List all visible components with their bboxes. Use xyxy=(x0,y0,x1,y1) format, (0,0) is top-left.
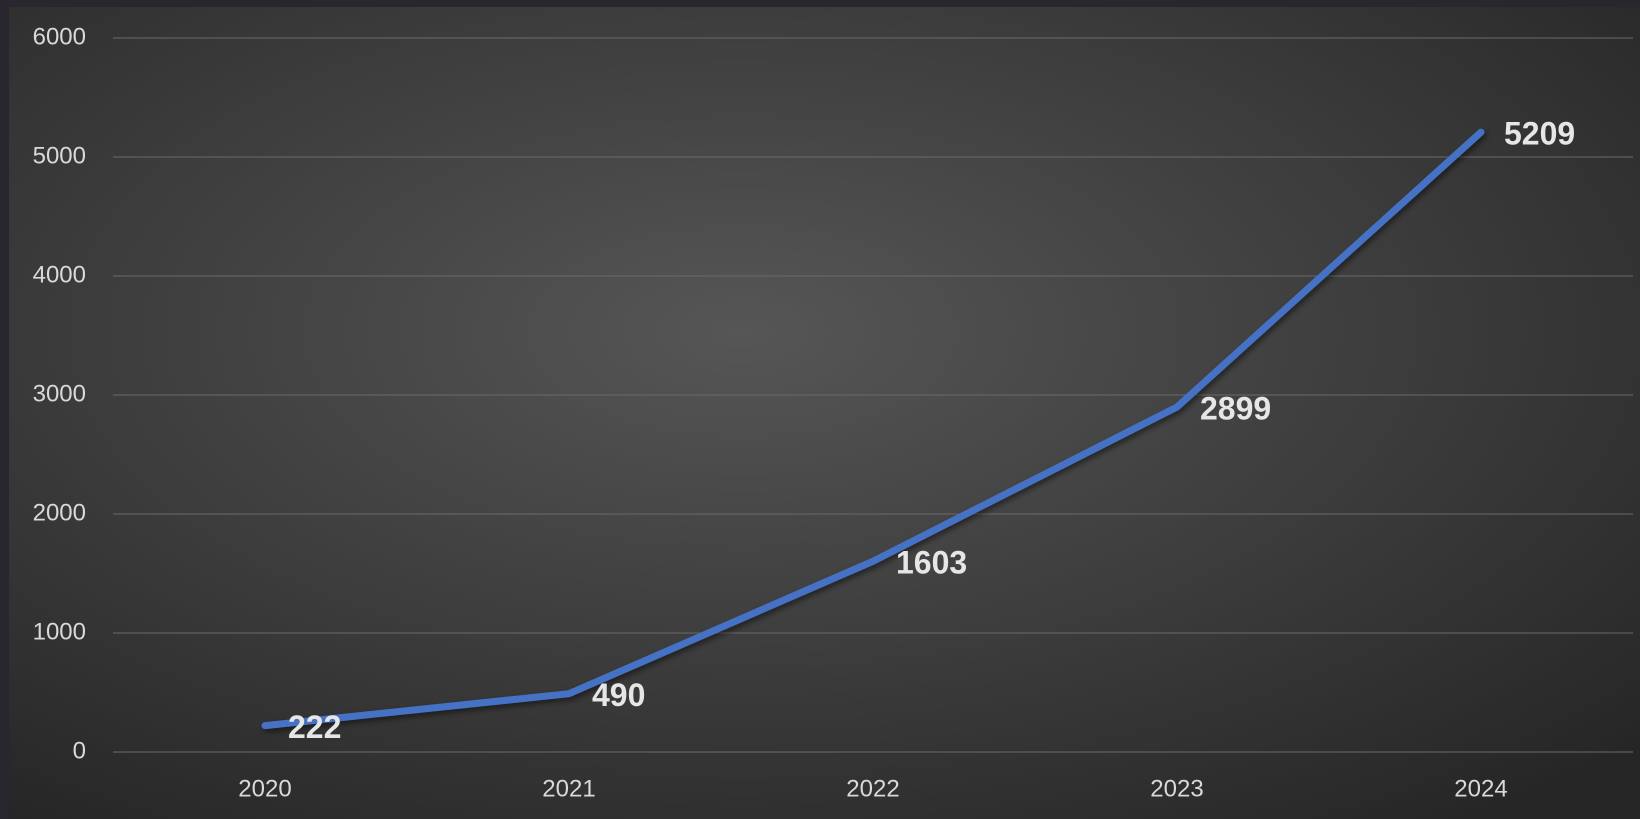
data-label: 222 xyxy=(288,709,341,745)
y-tick-label: 6000 xyxy=(33,23,86,50)
data-label: 490 xyxy=(592,677,645,713)
y-tick-label: 1000 xyxy=(33,618,86,645)
y-tick-label: 3000 xyxy=(33,380,86,407)
x-tick-label: 2021 xyxy=(542,775,595,802)
y-tick-label: 4000 xyxy=(33,261,86,288)
y-tick-label: 0 xyxy=(73,737,86,764)
x-tick-label: 2020 xyxy=(238,775,291,802)
y-tick-label: 5000 xyxy=(33,142,86,169)
y-tick-label: 2000 xyxy=(33,499,86,526)
x-tick-label: 2022 xyxy=(846,775,899,802)
data-label: 5209 xyxy=(1504,116,1575,152)
data-label: 1603 xyxy=(896,545,967,581)
line xyxy=(261,128,1485,730)
x-tick-label: 2024 xyxy=(1454,775,1507,802)
data-label: 2899 xyxy=(1200,390,1271,426)
marks: 222 490 1603 2899 5209 xyxy=(261,116,1575,745)
x-tick-label: 2023 xyxy=(1150,775,1203,802)
plot-background xyxy=(9,7,1640,819)
grid: 0 1000 2000 3000 4000 5000 6000 2020 2021 2022 202… xyxy=(33,23,1633,802)
